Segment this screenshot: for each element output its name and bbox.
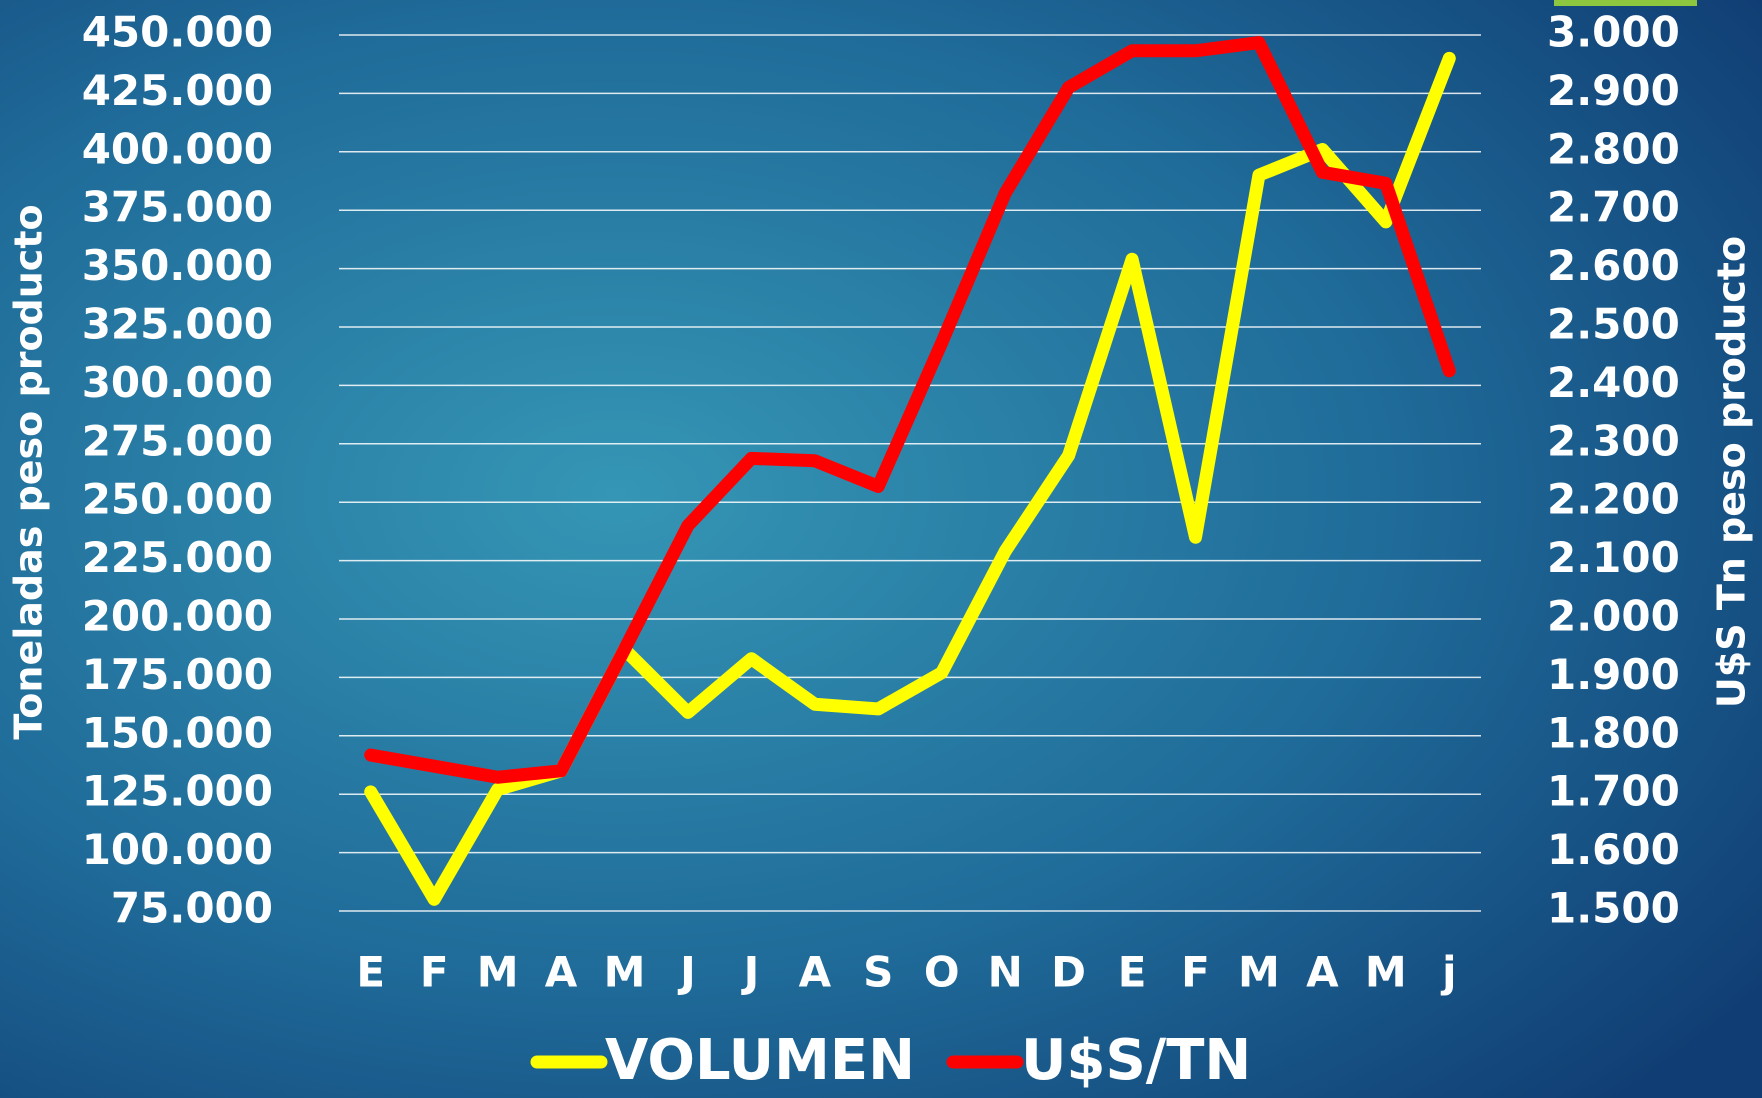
y-tick-label: 275.000 bbox=[82, 416, 273, 465]
y2-tick-label: 1.600 bbox=[1547, 825, 1680, 874]
y-tick-label: 400.000 bbox=[82, 124, 273, 173]
y2-tick-label: 2.500 bbox=[1547, 300, 1680, 349]
y2-tick-label: 1.800 bbox=[1547, 708, 1680, 757]
x-tick-label: A bbox=[799, 948, 832, 997]
y-tick-label: 175.000 bbox=[82, 650, 273, 699]
legend-label: VOLUMEN bbox=[605, 1028, 915, 1093]
x-tick-label: j bbox=[1440, 948, 1456, 997]
x-tick-label: M bbox=[477, 948, 519, 997]
y-tick-label: 200.000 bbox=[82, 592, 273, 641]
y2-tick-label: 2.100 bbox=[1547, 533, 1680, 582]
y-tick-label: 300.000 bbox=[82, 358, 273, 407]
series-line bbox=[364, 36, 1456, 784]
y-tick-label: 100.000 bbox=[82, 825, 273, 874]
y2-axis-title: U$S Tn peso producto bbox=[1710, 236, 1754, 708]
y2-tick-label: 1.700 bbox=[1547, 767, 1680, 816]
y2-tick-label: 3.000 bbox=[1547, 8, 1680, 57]
y-tick-label: 75.000 bbox=[111, 884, 273, 933]
y2-tick-label: 2.000 bbox=[1547, 592, 1680, 641]
x-tick-label: F bbox=[420, 948, 449, 997]
y-tick-label: 450.000 bbox=[82, 8, 273, 57]
x-tick-label: M bbox=[604, 948, 646, 997]
y-tick-label: 150.000 bbox=[82, 708, 273, 757]
y2-tick-label: 2.800 bbox=[1547, 124, 1680, 173]
y2-tick-label: 2.200 bbox=[1547, 475, 1680, 524]
y-axis-title: Toneladas peso producto bbox=[7, 204, 51, 739]
y2-tick-label: 2.300 bbox=[1547, 416, 1680, 465]
x-tick-label: S bbox=[863, 948, 893, 997]
y-tick-label: 250.000 bbox=[82, 475, 273, 524]
y-tick-label: 350.000 bbox=[82, 241, 273, 290]
x-tick-label: J bbox=[741, 948, 760, 997]
y2-tick-label: 2.600 bbox=[1547, 241, 1680, 290]
x-tick-label: F bbox=[1181, 948, 1210, 997]
x-tick-label: O bbox=[924, 948, 960, 997]
y-tick-label: 325.000 bbox=[82, 300, 273, 349]
x-tick-label: A bbox=[545, 948, 578, 997]
x-tick-label: D bbox=[1051, 948, 1086, 997]
legend-label: U$S/TN bbox=[1021, 1028, 1251, 1093]
y2-tick-label: 1.900 bbox=[1547, 650, 1680, 699]
y2-tick-label: 2.400 bbox=[1547, 358, 1680, 407]
y-tick-label: 375.000 bbox=[82, 183, 273, 232]
y-tick-label: 425.000 bbox=[82, 66, 273, 115]
y2-tick-label: 2.900 bbox=[1547, 66, 1680, 115]
y2-tick-label: 1.500 bbox=[1547, 884, 1680, 933]
x-tick-label: E bbox=[356, 948, 385, 997]
y-tick-label: 225.000 bbox=[82, 533, 273, 582]
y2-tick-label: 2.700 bbox=[1547, 183, 1680, 232]
x-tick-label: M bbox=[1365, 948, 1407, 997]
x-tick-label: N bbox=[988, 948, 1023, 997]
x-tick-label: J bbox=[677, 948, 696, 997]
decoration bbox=[1554, 0, 1697, 6]
x-tick-label: E bbox=[1118, 948, 1147, 997]
y-tick-label: 125.000 bbox=[82, 767, 273, 816]
x-tick-label: A bbox=[1306, 948, 1339, 997]
x-tick-label: M bbox=[1238, 948, 1280, 997]
